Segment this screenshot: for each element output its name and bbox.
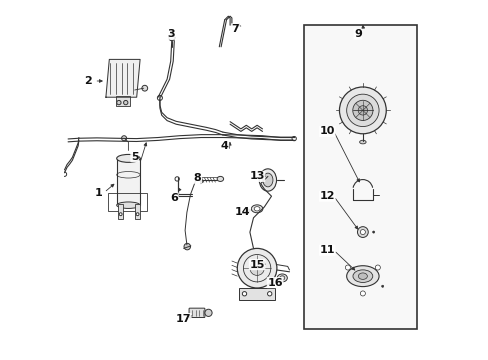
Circle shape	[123, 100, 128, 105]
Ellipse shape	[279, 276, 284, 280]
Circle shape	[375, 265, 380, 270]
Text: 6: 6	[170, 193, 178, 203]
Text: 8: 8	[193, 173, 201, 183]
Circle shape	[360, 291, 365, 296]
Text: 3: 3	[166, 29, 174, 39]
Circle shape	[339, 87, 386, 134]
Circle shape	[168, 35, 174, 41]
Circle shape	[346, 94, 378, 127]
Text: 17: 17	[175, 314, 191, 324]
Polygon shape	[106, 59, 140, 97]
Ellipse shape	[251, 205, 263, 213]
Ellipse shape	[254, 207, 260, 211]
Circle shape	[136, 213, 139, 216]
Ellipse shape	[263, 173, 272, 187]
Text: 2: 2	[84, 76, 92, 86]
Circle shape	[242, 292, 246, 296]
Bar	[303, 25, 416, 329]
Circle shape	[381, 285, 383, 287]
Circle shape	[142, 85, 147, 91]
Bar	[108, 193, 146, 211]
Text: 7: 7	[231, 24, 239, 34]
Bar	[116, 96, 130, 106]
Text: 4: 4	[220, 141, 228, 151]
Text: 12: 12	[319, 191, 334, 201]
Circle shape	[345, 265, 350, 270]
Ellipse shape	[358, 273, 366, 279]
Circle shape	[117, 100, 121, 105]
Circle shape	[357, 227, 367, 238]
Ellipse shape	[359, 140, 366, 144]
Text: 11: 11	[319, 245, 334, 255]
Ellipse shape	[117, 202, 140, 208]
Bar	[239, 288, 275, 300]
Text: 15: 15	[249, 260, 264, 270]
Circle shape	[119, 213, 122, 216]
Bar	[135, 204, 140, 219]
Ellipse shape	[117, 154, 140, 162]
Circle shape	[183, 243, 190, 250]
Circle shape	[360, 230, 365, 235]
Circle shape	[352, 100, 372, 121]
Circle shape	[372, 231, 374, 233]
Circle shape	[204, 309, 212, 316]
Ellipse shape	[259, 169, 276, 191]
Text: 9: 9	[353, 29, 361, 39]
Circle shape	[267, 292, 271, 296]
Text: 16: 16	[267, 278, 283, 288]
Ellipse shape	[352, 270, 372, 283]
Text: 13: 13	[249, 171, 264, 181]
Ellipse shape	[217, 176, 223, 181]
Text: 1: 1	[95, 188, 102, 198]
Ellipse shape	[277, 274, 287, 282]
Bar	[118, 204, 123, 219]
Circle shape	[237, 248, 276, 288]
Text: 5: 5	[131, 152, 138, 162]
Circle shape	[122, 136, 126, 141]
FancyBboxPatch shape	[189, 308, 204, 318]
Text: 14: 14	[234, 207, 250, 217]
Circle shape	[249, 261, 264, 275]
Text: 10: 10	[319, 126, 334, 136]
Bar	[117, 158, 140, 205]
Circle shape	[357, 106, 367, 115]
Ellipse shape	[346, 266, 378, 287]
